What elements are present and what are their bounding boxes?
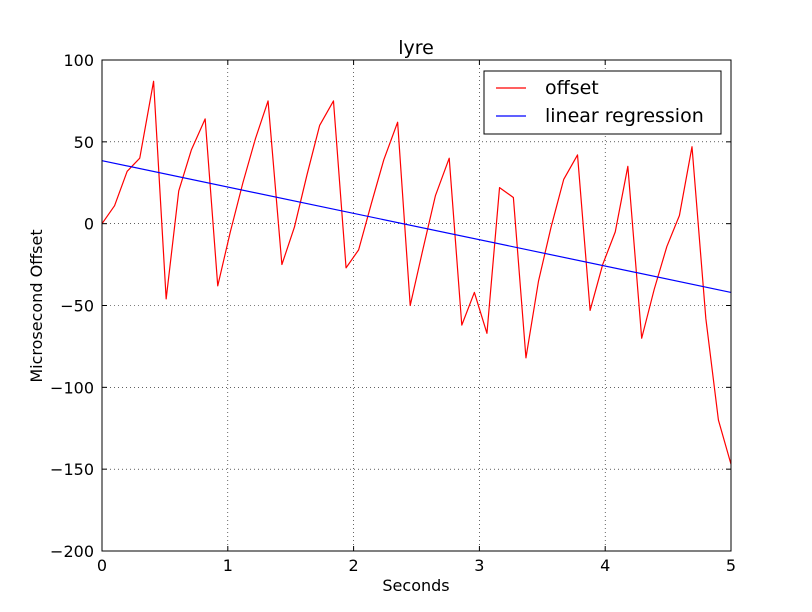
legend-label-linear-regression: linear regression (545, 105, 704, 127)
series-line-linear-regression (101, 160, 732, 293)
x-tick-label: 3 (474, 556, 484, 575)
x-tick-label: 0 (97, 556, 107, 575)
y-tick-label: −50 (60, 297, 94, 316)
ticks: 0 1 2 3 4 5 −200 −150 −100 −50 0 50 100 (50, 51, 736, 575)
legend: offset linear regression (483, 70, 722, 135)
x-tick-label: 1 (223, 556, 233, 575)
x-axis-label: Seconds (382, 576, 449, 595)
y-axis-label: Microsecond Offset (27, 229, 46, 382)
legend-box (483, 70, 722, 135)
y-tick-label: 100 (63, 51, 94, 70)
y-tick-label: −200 (50, 542, 94, 561)
series-line-offset (101, 80, 732, 465)
x-tick-label: 2 (349, 556, 359, 575)
chart-title: lyre (398, 37, 434, 59)
plot-series (101, 80, 732, 465)
x-tick-label: 4 (600, 556, 610, 575)
y-tick-label: −150 (50, 460, 94, 479)
y-tick-label: 0 (84, 215, 94, 234)
y-tick-label: 50 (74, 133, 94, 152)
y-tick-label: −100 (50, 378, 94, 397)
legend-label-offset: offset (545, 77, 599, 99)
x-tick-label: 5 (726, 556, 736, 575)
